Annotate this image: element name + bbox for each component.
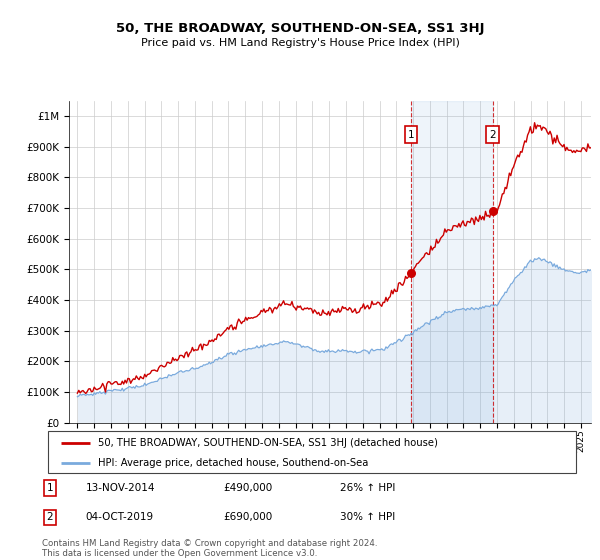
Text: HPI: Average price, detached house, Southend-on-Sea: HPI: Average price, detached house, Sout… — [98, 458, 368, 468]
Text: 26% ↑ HPI: 26% ↑ HPI — [340, 483, 395, 493]
Text: 50, THE BROADWAY, SOUTHEND-ON-SEA, SS1 3HJ (detached house): 50, THE BROADWAY, SOUTHEND-ON-SEA, SS1 3… — [98, 437, 438, 447]
Text: 50, THE BROADWAY, SOUTHEND-ON-SEA, SS1 3HJ: 50, THE BROADWAY, SOUTHEND-ON-SEA, SS1 3… — [116, 22, 484, 35]
Text: 1: 1 — [407, 129, 414, 139]
Point — [406, 268, 416, 277]
Text: 1: 1 — [46, 483, 53, 493]
Point — [488, 207, 497, 216]
Text: 2: 2 — [46, 512, 53, 522]
Text: Price paid vs. HM Land Registry's House Price Index (HPI): Price paid vs. HM Land Registry's House … — [140, 38, 460, 48]
Text: 04-OCT-2019: 04-OCT-2019 — [86, 512, 154, 522]
Text: 2: 2 — [490, 129, 496, 139]
Bar — [411, 101, 493, 423]
FancyBboxPatch shape — [48, 431, 576, 473]
Text: £690,000: £690,000 — [224, 512, 273, 522]
Text: Contains HM Land Registry data © Crown copyright and database right 2024.
This d: Contains HM Land Registry data © Crown c… — [42, 539, 377, 558]
Text: £490,000: £490,000 — [224, 483, 273, 493]
Text: 13-NOV-2014: 13-NOV-2014 — [86, 483, 155, 493]
Text: 30% ↑ HPI: 30% ↑ HPI — [340, 512, 395, 522]
